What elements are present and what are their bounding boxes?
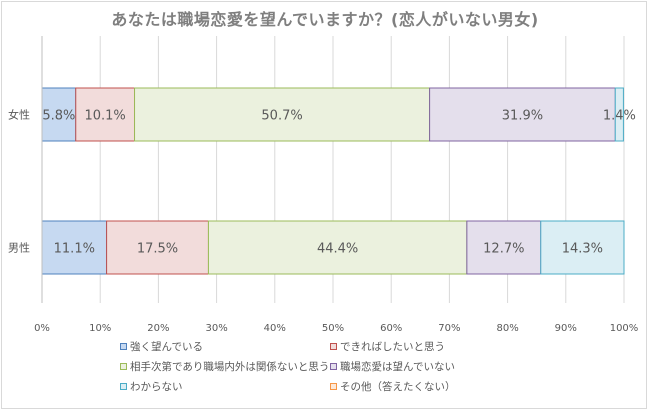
legend-item: できればしたいと思う [330, 339, 445, 354]
data-label: 1.4% [603, 109, 636, 124]
legend-label: その他（答えたくない） [340, 381, 456, 393]
legend-item: その他（答えたくない） [330, 379, 456, 394]
legend-swatch [330, 343, 337, 350]
legend-label: わからない [130, 381, 183, 393]
data-label: 31.9% [502, 109, 543, 124]
bar-segment [41, 220, 108, 275]
category-label: 男性 [8, 241, 30, 255]
x-tick-label: 70% [438, 323, 460, 334]
x-tick-label: 30% [205, 323, 227, 334]
legend-item: 職場恋愛は望んでいない [330, 359, 455, 374]
data-label: 12.7% [483, 242, 524, 257]
bar-segment [207, 220, 468, 275]
data-label: 11.1% [54, 242, 95, 257]
bar-segment [614, 87, 624, 142]
x-tick-label: 50% [322, 323, 344, 334]
legend-label: できればしたいと思う [340, 341, 445, 353]
legend-item: 強く望んでいる [120, 339, 203, 354]
data-label: 50.7% [261, 109, 302, 124]
x-tick-label: 80% [496, 323, 518, 334]
bar-segment [134, 87, 431, 142]
x-tick-label: 0% [34, 323, 50, 334]
x-tick-label: 100% [610, 323, 639, 334]
legend-swatch [120, 363, 127, 370]
data-label: 17.5% [137, 242, 178, 257]
legend-item: わからない [120, 379, 183, 394]
data-label: 10.1% [84, 109, 125, 124]
legend-label: 職場恋愛は望んでいない [340, 361, 455, 373]
bar-segment [106, 220, 209, 275]
x-tick-label: 10% [89, 323, 111, 334]
data-label: 44.4% [317, 242, 358, 257]
x-tick-label: 20% [147, 323, 169, 334]
legend-swatch [330, 383, 337, 390]
legend-swatch [330, 363, 337, 370]
data-label: 5.8% [42, 109, 75, 124]
chart-title: あなたは職場恋愛を望んでいますか？(恋人がいない男女) [111, 10, 539, 29]
bar-segment [466, 220, 542, 275]
legend-swatch [120, 383, 127, 390]
x-tick-label: 90% [555, 323, 577, 334]
legend-swatch [120, 343, 127, 350]
legend-item: 相手次第であり職場内外は関係ないと思う [120, 359, 329, 374]
category-label: 女性 [8, 108, 30, 122]
x-tick-label: 60% [380, 323, 402, 334]
legend-label: 強く望んでいる [130, 341, 203, 353]
bar-segment [75, 87, 136, 142]
data-label: 14.3% [562, 242, 603, 257]
bar-segment [540, 220, 625, 275]
legend-label: 相手次第であり職場内外は関係ないと思う [130, 361, 330, 373]
x-tick-label: 40% [264, 323, 286, 334]
